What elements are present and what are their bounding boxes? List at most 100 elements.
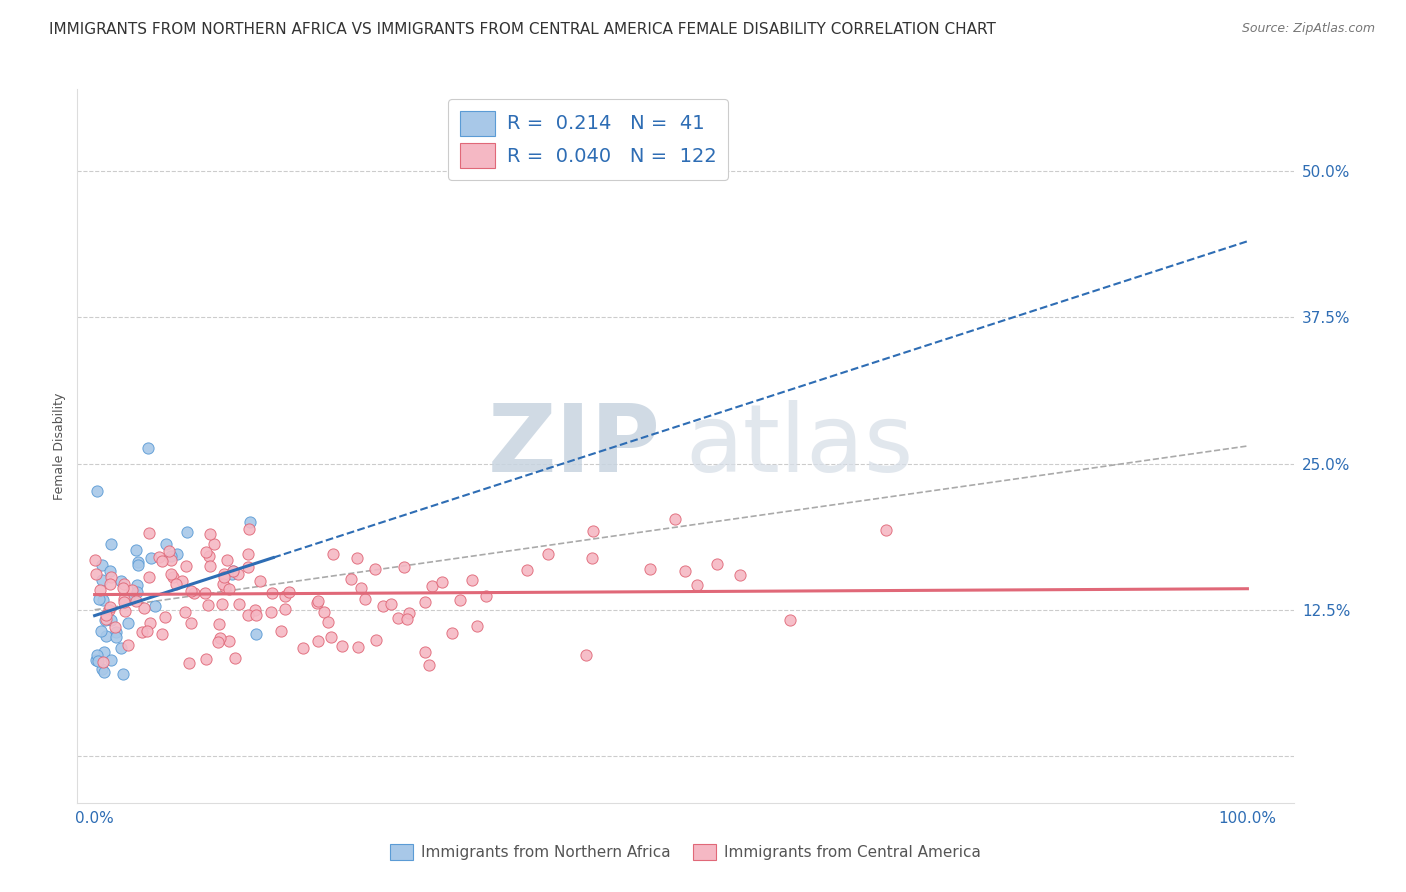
Point: [273, 602, 295, 616]
Point: [94, 613, 117, 627]
Text: IMMIGRANTS FROM NORTHERN AFRICA VS IMMIGRANTS FROM CENTRAL AMERICA FEMALE DISABI: IMMIGRANTS FROM NORTHERN AFRICA VS IMMIG…: [49, 22, 995, 37]
Point: [98, 577, 121, 591]
Point: [139, 615, 162, 630]
Point: [131, 625, 153, 640]
Point: [198, 526, 221, 541]
Point: [174, 559, 197, 574]
Point: [86, 484, 108, 499]
Point: [94, 612, 117, 626]
Point: [155, 537, 177, 551]
Point: [90, 624, 112, 639]
Point: [127, 558, 149, 572]
Point: [112, 581, 135, 595]
Point: [638, 562, 661, 576]
Point: [104, 630, 127, 644]
Point: [211, 597, 233, 611]
Point: [239, 515, 262, 529]
Text: atlas: atlas: [686, 400, 914, 492]
Point: [307, 633, 329, 648]
Point: [125, 585, 148, 599]
Point: [150, 554, 173, 568]
Point: [100, 564, 122, 578]
Point: [125, 577, 148, 591]
Point: [354, 592, 377, 607]
Point: [194, 586, 217, 600]
Point: [274, 589, 297, 603]
Point: [475, 589, 498, 603]
Point: [136, 442, 159, 456]
Point: [117, 615, 139, 630]
Point: [307, 594, 329, 608]
Point: [228, 597, 250, 611]
Legend: Immigrants from Northern Africa, Immigrants from Central America: Immigrants from Northern Africa, Immigra…: [384, 838, 987, 866]
Point: [84, 566, 107, 581]
Point: [166, 548, 188, 562]
Point: [432, 575, 454, 590]
Point: [153, 610, 176, 624]
Point: [208, 631, 231, 645]
Point: [86, 648, 108, 662]
Point: [221, 564, 243, 578]
Point: [114, 604, 136, 618]
Point: [136, 624, 159, 638]
Point: [112, 577, 135, 591]
Point: [685, 578, 707, 592]
Point: [162, 570, 184, 584]
Point: [730, 567, 752, 582]
Point: [316, 615, 339, 629]
Point: [84, 553, 107, 567]
Point: [312, 605, 335, 619]
Point: [706, 557, 728, 571]
Point: [100, 537, 122, 551]
Point: [91, 662, 114, 676]
Point: [387, 611, 409, 625]
Point: [91, 592, 114, 607]
Point: [97, 602, 120, 616]
Point: [197, 598, 219, 612]
Point: [218, 633, 240, 648]
Point: [89, 582, 111, 597]
Point: [202, 537, 225, 551]
Point: [208, 616, 231, 631]
Point: [200, 558, 222, 573]
Point: [330, 639, 353, 653]
Point: [340, 572, 363, 586]
Point: [575, 648, 598, 662]
Point: [224, 651, 246, 665]
Point: [292, 641, 315, 656]
Point: [110, 640, 132, 655]
Point: [319, 630, 342, 644]
Point: [207, 635, 229, 649]
Point: [413, 595, 436, 609]
Point: [422, 579, 444, 593]
Point: [322, 547, 344, 561]
Point: [350, 581, 373, 595]
Point: [194, 652, 217, 666]
Point: [134, 601, 156, 615]
Point: [94, 629, 117, 643]
Point: [100, 653, 122, 667]
Point: [465, 618, 488, 632]
Point: [245, 607, 267, 622]
Point: [238, 521, 260, 535]
Point: [159, 549, 181, 563]
Point: [138, 570, 160, 584]
Point: [413, 645, 436, 659]
Point: [96, 607, 118, 622]
Text: ZIP: ZIP: [488, 400, 661, 492]
Point: [228, 566, 250, 581]
Point: [516, 563, 538, 577]
Point: [218, 582, 240, 596]
Point: [364, 562, 387, 576]
Point: [112, 592, 135, 607]
Point: [121, 583, 143, 598]
Point: [418, 657, 440, 672]
Point: [118, 591, 141, 606]
Point: [398, 606, 420, 620]
Point: [212, 567, 235, 582]
Point: [180, 615, 202, 630]
Point: [84, 653, 107, 667]
Point: [396, 612, 419, 626]
Point: [270, 624, 292, 639]
Point: [91, 655, 114, 669]
